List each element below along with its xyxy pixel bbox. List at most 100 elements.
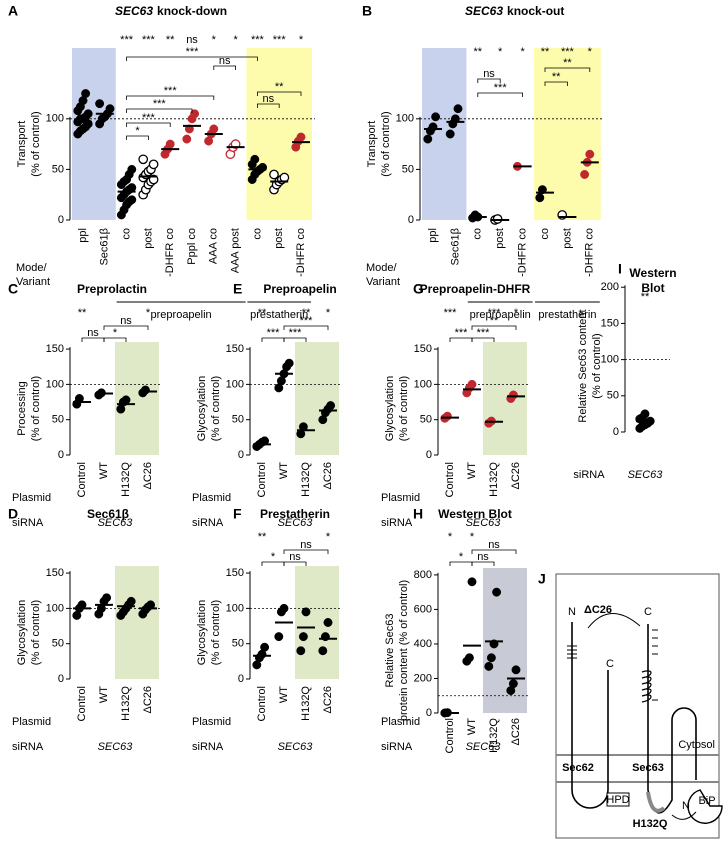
y-tick-label: 0 [613,426,619,438]
diagram-shapes [555,573,723,839]
significance-label: *** [120,34,134,46]
panel: D Sec61β Glycosylation (% of control) 0 50 100… [8,506,162,753]
category-label: Control [444,718,456,753]
diagram-label: N [568,606,576,618]
panel: B SEC63 knock-out Transport (% of control) 0 5… [362,3,604,321]
bracket-label: ns [488,539,500,551]
row-label: Plasmid [381,492,420,504]
significance-label: * [146,307,151,319]
y-axis-label: Glycosylation [384,376,396,441]
bracket-label: ns [219,55,231,67]
y-tick-label: 100 [226,602,244,614]
diagram-label: Sec62 [562,762,594,774]
y-tick-label: 50 [607,390,619,402]
significance-label: ** [78,307,87,319]
sirna-label: SEC63 [466,741,502,753]
data-point [279,172,290,183]
category-label: WT [278,462,290,479]
panel-letter: H [413,506,423,522]
y-axis-label: Transport [16,121,28,168]
y-axis-label: Relative Sec63 [384,614,396,688]
category-label: -DHFR co [164,228,176,277]
data-point [127,183,137,193]
category-label: Control [76,462,88,497]
data-point [190,109,200,119]
bracket-label: ns [120,315,132,327]
y-tick-label: 150 [46,343,64,355]
bip [687,789,723,824]
bracket [471,561,495,566]
panel: C Preprolactin Processing (% of control) 0 50… [8,281,162,529]
data-point [301,607,311,617]
significance-label: ** [258,307,267,319]
y-axis-label: (% of control) [380,111,392,176]
bracket [103,325,149,330]
data-point [95,99,105,109]
y-axis-label: (% of control) [591,333,603,398]
data-point [431,112,441,122]
significance-label: *** [142,34,156,46]
category-label: co [121,228,133,240]
significance-label: *** [273,34,287,46]
y-tick-label: 200 [414,672,432,684]
shaded-band [483,342,527,455]
bracket-label: * [113,327,118,339]
category-label: -DHFR co [517,228,529,277]
row-label: Plasmid [381,716,420,728]
y-tick-label: 50 [232,638,244,650]
significance-label: * [514,307,519,319]
significance-label: * [212,34,217,46]
diagram-label: C [606,658,614,670]
sec62-marks [567,645,577,659]
row-label: Mode/ [366,262,398,274]
bracket [126,135,149,140]
panel-title: Preproapelin [263,282,336,296]
y-axis-label: Processing [16,381,28,435]
y-axis-label: Transport [366,121,378,168]
data-point [296,132,306,142]
category-label: -DHFR co [295,228,307,277]
category-label: AAA post [230,228,242,273]
bracket-label: ns [289,551,301,563]
category-label: ΔC26 [322,686,334,714]
y-tick-label: 100 [226,378,244,390]
row-label: siRNA [573,469,605,481]
category-label: co [251,228,263,240]
y-tick-label: 600 [414,603,432,615]
panel-title: SEC63 knock-out [465,4,564,18]
category-label: H132Q [488,718,500,753]
data-point [105,104,115,114]
y-axis-label: (% of control) [30,376,42,441]
y-tick-label: 100 [46,113,64,125]
y-tick-label: 100 [46,378,64,390]
data-point [484,661,494,671]
data-point [83,109,93,119]
category-label: ΔC26 [510,462,522,490]
row-label: Variant [16,276,50,288]
data-point [209,124,219,134]
data-point [585,149,595,159]
significance-label: * [233,34,238,46]
category-label: post [561,228,573,249]
category-label: H132Q [120,462,132,497]
y-tick-label: 0 [238,449,244,461]
significance-label: *** [444,307,458,319]
bracket [471,549,517,554]
panel-letter: J [538,571,546,587]
bracket-label: ns [483,68,495,80]
data-point [508,390,518,400]
y-tick-label: 50 [402,163,414,175]
bracket-label: ** [275,81,284,93]
significance-label: ** [541,46,550,58]
y-axis-label: Glycosylation [196,600,208,665]
category-label: H132Q [300,462,312,497]
y-tick-label: 50 [52,163,64,175]
bracket [103,337,127,342]
diagram-label: Cytosol [678,739,715,751]
y-axis-label: Glycosylation [16,600,28,665]
category-label: Control [444,462,456,497]
y-tick-label: 50 [420,414,432,426]
bracket [283,549,329,554]
sirna-label: SEC63 [278,741,314,753]
